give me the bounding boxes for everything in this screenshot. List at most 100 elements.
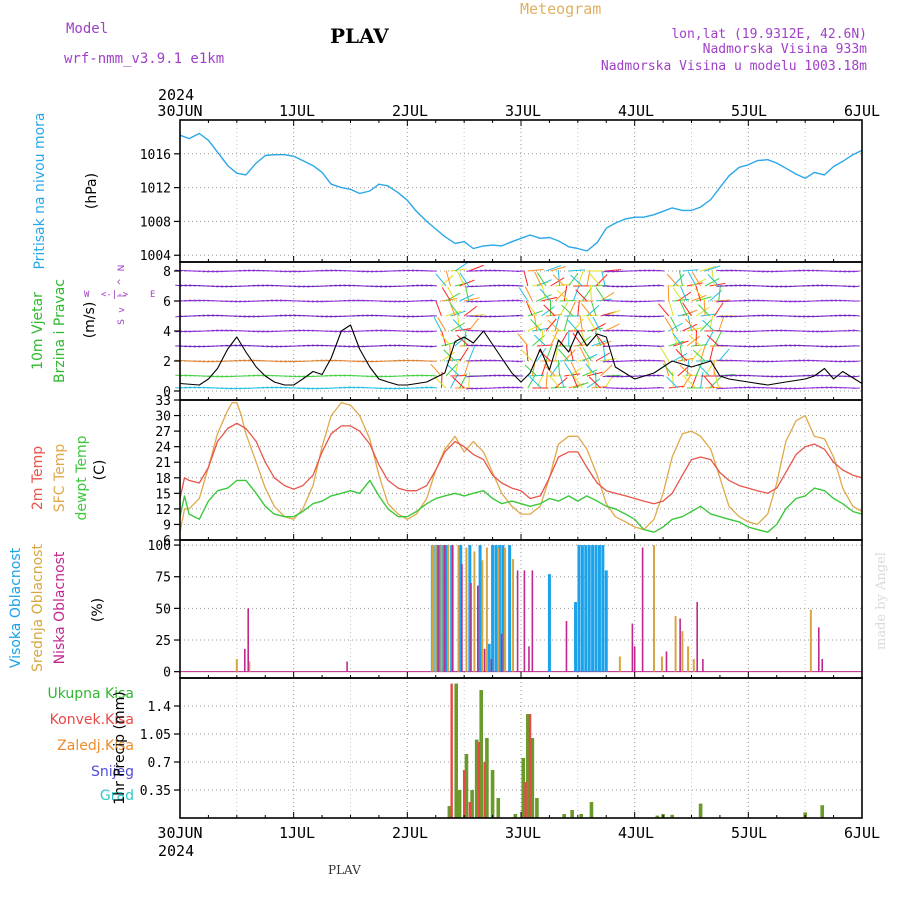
elevation-label: Nadmorska Visina 933m <box>703 42 868 57</box>
cloud-bar <box>447 545 450 672</box>
wind-vector <box>667 284 670 302</box>
wind-vector <box>243 315 251 318</box>
compass-n: N <box>117 265 127 272</box>
wind-vector <box>479 359 487 362</box>
wind-vector <box>568 301 576 317</box>
bottom-date-label: 30JUN <box>157 824 202 842</box>
wind-vector <box>611 329 619 332</box>
wind-vector <box>425 345 433 348</box>
wind-vector <box>643 359 651 362</box>
wind-vector <box>184 284 192 287</box>
precip-total-bar <box>579 814 584 818</box>
wind-vector <box>320 315 328 318</box>
wind-vector <box>538 349 551 362</box>
cloud-bar <box>660 656 663 672</box>
wind-vector <box>447 364 460 377</box>
wind-vector <box>666 273 679 287</box>
cloud-bar <box>512 558 515 672</box>
wind-vector <box>207 360 215 363</box>
wind-vector <box>320 359 328 362</box>
wind-vector <box>334 284 342 287</box>
wind-vector <box>700 345 706 362</box>
wind-vector <box>452 376 465 389</box>
wind-vector <box>775 285 783 288</box>
wind-vector <box>611 285 619 288</box>
wind-vector <box>527 323 543 332</box>
wind-vector <box>734 330 742 333</box>
wind-vector <box>779 387 788 390</box>
wind-vector <box>307 387 315 390</box>
precip-total-bar <box>485 738 489 818</box>
cloud-bar <box>528 646 530 672</box>
wind-vector <box>834 314 842 317</box>
wind-vector <box>554 345 559 362</box>
compass-w: W <box>84 290 90 300</box>
wind-vector <box>652 330 660 333</box>
wind-vector <box>602 314 610 317</box>
cloud-bar <box>485 547 488 672</box>
wind-vector <box>789 387 797 390</box>
wind-vector <box>275 299 283 302</box>
pressure-ytick-label: 1012 <box>140 182 171 197</box>
wind-vector <box>588 376 601 389</box>
wind-vector <box>572 374 583 389</box>
wind-vector <box>704 331 714 347</box>
wind-vector <box>536 347 547 362</box>
wind-vector <box>829 386 838 389</box>
wind-vector <box>484 315 492 318</box>
wind-vector <box>443 349 456 362</box>
wind-vector <box>757 270 765 273</box>
wind-vector <box>238 300 246 303</box>
wind-vector <box>718 348 730 362</box>
wind-vector <box>784 300 792 303</box>
station-title: PLAV <box>330 24 389 48</box>
wind-vector <box>607 329 615 332</box>
wind-vector <box>352 360 360 363</box>
wind-vector <box>379 387 387 390</box>
cloud-bar <box>587 545 591 672</box>
wind-vector <box>673 352 688 362</box>
wind-vector <box>329 374 337 377</box>
wind-vector <box>634 315 642 318</box>
temperature-ytick-label: 27 <box>155 425 171 440</box>
precip-unit: 1hr Precip (mm) <box>112 691 128 804</box>
precip-frame <box>179 677 863 819</box>
wind-vector <box>261 386 269 389</box>
wind-vector <box>679 301 688 317</box>
wind-vector <box>820 345 828 348</box>
temperature-ytick-label: 18 <box>155 472 171 487</box>
grid-layer <box>180 120 862 818</box>
footer-station: PLAV <box>328 863 361 877</box>
wind-vector <box>393 387 401 390</box>
wind-vector <box>334 330 342 333</box>
wind-vector <box>488 359 497 362</box>
wind-vector <box>602 345 606 362</box>
wind-ylabel-sub: Brzina i Pravac <box>52 279 68 383</box>
wind-vector <box>288 314 297 317</box>
wind-vector <box>843 360 851 363</box>
cloud-ytick-label: 50 <box>155 602 171 617</box>
wind-vector <box>211 270 219 273</box>
wind-vector <box>714 372 720 389</box>
wind-vector <box>559 331 569 347</box>
precip-conv-bar <box>528 714 532 818</box>
wind-vector <box>595 352 611 362</box>
wind-vector <box>672 332 683 347</box>
wind-vector <box>703 375 715 389</box>
precip-total-bar <box>496 798 501 818</box>
wind-vector <box>807 284 815 287</box>
cloud-bar <box>508 545 512 672</box>
wind-vector <box>657 330 665 333</box>
wind-vector <box>266 299 274 302</box>
wind-vector <box>234 387 242 390</box>
wind-vector <box>643 315 651 318</box>
wind-vector <box>338 330 347 333</box>
wind-vector <box>729 269 738 272</box>
wind-vector <box>468 264 484 272</box>
precip-total-bar <box>490 770 495 818</box>
wind-vector <box>475 300 483 303</box>
product-title: Meteogram <box>520 0 601 18</box>
wind-vector <box>536 294 552 302</box>
wind-vector <box>666 376 679 389</box>
top-date-label: 30JUN <box>157 102 202 120</box>
